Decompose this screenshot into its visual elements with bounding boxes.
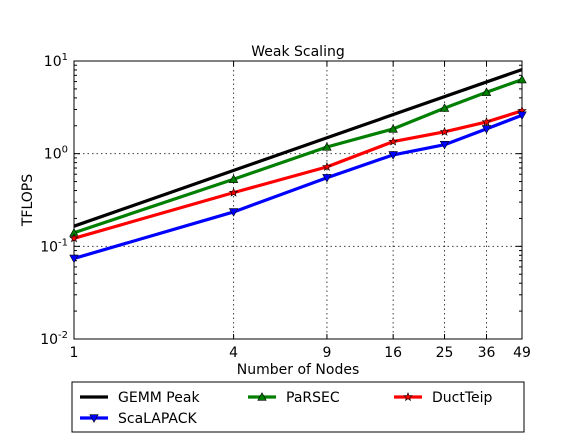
y-tick-labels: 10-2 10-1 100 101 [40, 52, 68, 348]
data-point-scalapack [388, 151, 398, 160]
data-point-ductteip [69, 233, 79, 243]
x-tick-labels: 1 4 9 16 25 36 49 [70, 345, 531, 361]
series-ductteip [69, 105, 527, 243]
data-point-parsec [322, 142, 332, 151]
legend-item-scalapack: ScaLAPACK [80, 411, 198, 427]
y-tick-label: 10-2 [40, 330, 68, 348]
legend-frame [71, 381, 525, 433]
legend-label-ductteip: DuctTeip [432, 390, 493, 406]
data-point-scalapack [69, 254, 79, 264]
series-parsec [69, 74, 527, 237]
y-tick-label: 10-1 [40, 237, 68, 255]
data-point-ductteip [439, 126, 450, 136]
series-lines [69, 68, 527, 264]
legend-item-gemm-peak: GEMM Peak [80, 390, 200, 406]
data-point-ductteip [322, 161, 332, 171]
data-point-ductteip [388, 136, 398, 146]
data-point-ductteip [228, 187, 239, 197]
data-point-scalapack [228, 208, 239, 217]
x-tick-label: 9 [322, 345, 331, 361]
data-point-parsec [517, 74, 527, 84]
y-tick-label: 101 [44, 52, 68, 70]
data-point-ductteip [481, 116, 492, 127]
legend-label-gemm-peak: GEMM Peak [118, 390, 200, 406]
data-point-parsec [228, 174, 239, 183]
data-point-scalapack [481, 125, 492, 134]
legend-items: GEMM Peak PaRSEC DuctTeip ScaLAPACK [80, 390, 493, 427]
data-point-scalapack [439, 141, 450, 150]
legend-marker-parsec [257, 392, 267, 401]
legend-label-parsec: PaRSEC [286, 390, 340, 406]
series-line-gemm-peak [73, 68, 523, 228]
legend-item-parsec: PaRSEC [248, 390, 340, 406]
x-tick-label: 16 [384, 345, 402, 361]
data-point-parsec [481, 87, 492, 96]
data-point-parsec [439, 103, 450, 112]
legend-item-ductteip: DuctTeip [394, 390, 493, 406]
x-tick-label: 25 [436, 345, 454, 361]
legend: GEMM Peak PaRSEC DuctTeip ScaLAPACK [71, 381, 525, 433]
legend-label-scalapack: ScaLAPACK [118, 411, 198, 427]
series-gemm-peak [73, 68, 523, 228]
series-scalapack [69, 111, 527, 264]
chart-title: Weak Scaling [251, 44, 344, 60]
data-point-scalapack [517, 111, 527, 121]
x-tick-label: 4 [229, 345, 238, 361]
plot-area-frame [73, 60, 523, 340]
legend-marker-ductteip [403, 391, 413, 402]
legend-marker-scalapack [89, 414, 99, 423]
y-axis-label: TFLOPS [20, 174, 36, 227]
x-tick-label: 1 [70, 345, 79, 361]
x-tick-label: 36 [478, 345, 496, 361]
data-point-parsec [388, 124, 398, 133]
axis-ticks [73, 60, 523, 340]
data-point-scalapack [322, 174, 332, 183]
x-tick-label: 49 [513, 345, 531, 361]
x-axis-label: Number of Nodes [237, 362, 359, 378]
y-tick-label: 100 [44, 145, 68, 163]
